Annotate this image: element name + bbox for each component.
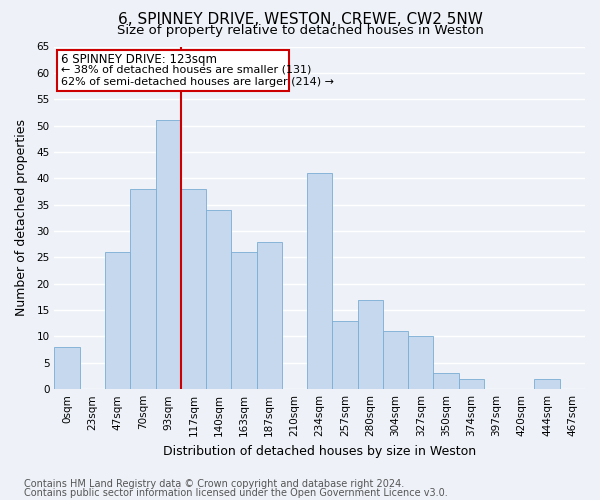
Bar	[155, 120, 181, 389]
Text: 62% of semi-detached houses are larger (214) →: 62% of semi-detached houses are larger (…	[61, 76, 334, 86]
Text: 6 SPINNEY DRIVE: 123sqm: 6 SPINNEY DRIVE: 123sqm	[61, 54, 217, 66]
Bar	[358, 300, 383, 389]
Text: Size of property relative to detached houses in Weston: Size of property relative to detached ho…	[116, 24, 484, 37]
Text: Contains HM Land Registry data © Crown copyright and database right 2024.: Contains HM Land Registry data © Crown c…	[24, 479, 404, 489]
Bar	[231, 252, 257, 389]
Bar	[55, 347, 80, 389]
Bar	[130, 189, 155, 389]
FancyBboxPatch shape	[57, 50, 289, 92]
Bar	[408, 336, 433, 389]
Bar	[433, 374, 458, 389]
Bar	[105, 252, 130, 389]
Bar	[206, 210, 231, 389]
Y-axis label: Number of detached properties: Number of detached properties	[15, 120, 28, 316]
X-axis label: Distribution of detached houses by size in Weston: Distribution of detached houses by size …	[163, 444, 476, 458]
Bar	[383, 331, 408, 389]
Bar	[257, 242, 282, 389]
Text: ← 38% of detached houses are smaller (131): ← 38% of detached houses are smaller (13…	[61, 65, 311, 75]
Bar	[307, 173, 332, 389]
Text: Contains public sector information licensed under the Open Government Licence v3: Contains public sector information licen…	[24, 488, 448, 498]
Bar	[535, 378, 560, 389]
Bar	[458, 378, 484, 389]
Text: 6, SPINNEY DRIVE, WESTON, CREWE, CW2 5NW: 6, SPINNEY DRIVE, WESTON, CREWE, CW2 5NW	[118, 12, 482, 28]
Bar	[181, 189, 206, 389]
Bar	[332, 320, 358, 389]
